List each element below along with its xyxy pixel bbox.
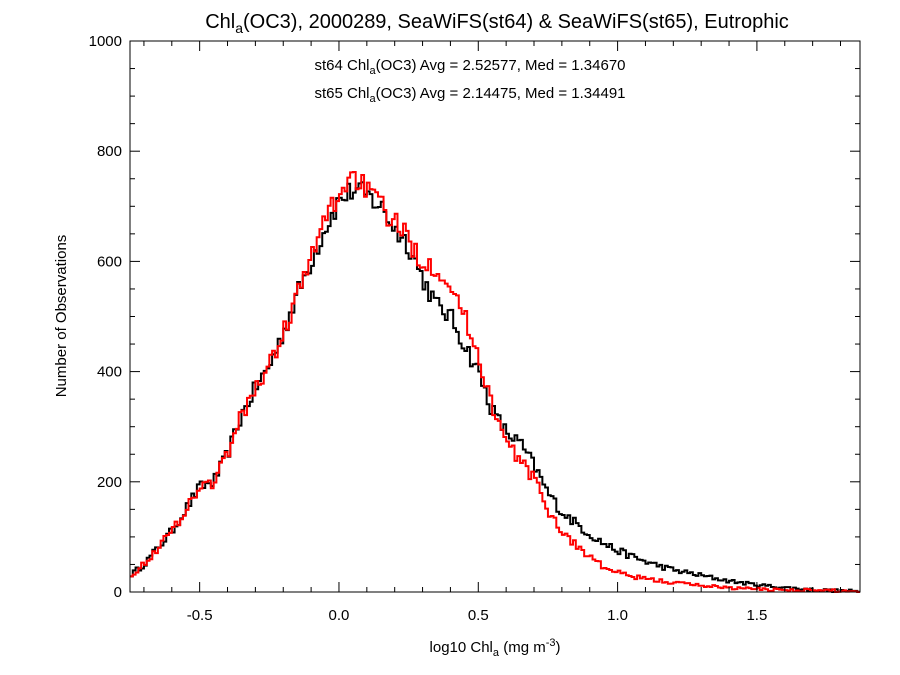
plot-frame — [129, 40, 861, 593]
histogram-st64 — [130, 181, 860, 593]
x-tick-label: 0.0 — [329, 607, 350, 624]
y-tick-label: 400 — [97, 364, 122, 381]
x-tick-label: 1.5 — [746, 607, 767, 624]
y-tick-label: 0 — [114, 584, 122, 601]
tick-layer: -0.5 0.0 0.5 1.0 1.5 0 200 400 600 800 1000 — [89, 33, 860, 624]
y-tick-label: 800 — [97, 143, 122, 160]
series-layer — [130, 171, 860, 593]
chart-title: Chla(OC3), 2000289, SeaWiFS(st64) & SeaW… — [205, 11, 789, 36]
x-tick-label: 0.5 — [468, 607, 489, 624]
x-tick-label: -0.5 — [187, 607, 213, 624]
y-tick-label: 1000 — [89, 33, 122, 50]
y-axis-label: Number of Observations — [53, 235, 70, 398]
x-axis-label: log10 Chla (mg m-3) — [430, 637, 561, 659]
histogram-st65 — [130, 171, 860, 593]
y-tick-label: 200 — [97, 474, 122, 491]
legend-st65: st65 Chla(OC3) Avg = 2.14475, Med = 1.34… — [314, 85, 625, 105]
legend-st64: st64 Chla(OC3) Avg = 2.52577, Med = 1.34… — [314, 57, 625, 77]
x-tick-label: 1.0 — [607, 607, 628, 624]
y-tick-label: 600 — [97, 253, 122, 270]
